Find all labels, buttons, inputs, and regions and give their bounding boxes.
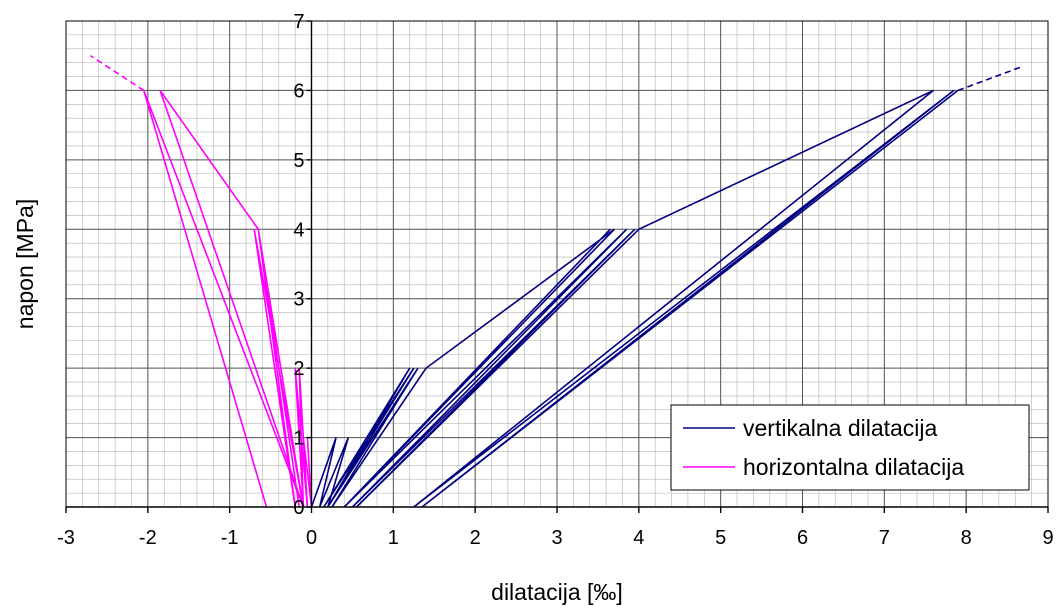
x-tick-label: -1: [221, 527, 239, 549]
x-tick-label: 6: [797, 527, 808, 549]
y-axis-label: napon [MPa]: [12, 199, 38, 329]
x-tick-label: 4: [633, 527, 644, 549]
y-axis: [65, 20, 1049, 513]
y-tick-label: 6: [293, 80, 304, 102]
x-axis-tick-labels: -3 -2 -1 0 1 2 3 4 5 6 7 8 9: [57, 527, 1053, 549]
series-layer: [90, 55, 1024, 508]
x-tick-label: 3: [551, 527, 562, 549]
legend: vertikalna dilatacija horizontalna dilat…: [670, 404, 1030, 491]
series-line-1: [142, 89, 313, 508]
x-tick-label: 0: [306, 527, 317, 549]
x-tick-label: 5: [715, 527, 726, 549]
series-extension-0: [957, 65, 1024, 92]
y-axis-tick-labels: 0 1 2 3 4 5 6 7: [293, 11, 304, 519]
x-tick-label: 9: [1042, 527, 1053, 549]
x-tick-label: -3: [57, 527, 75, 549]
y-tick-label: 5: [293, 150, 304, 172]
y-tick-label: 0: [293, 497, 304, 519]
x-tick-label: 8: [961, 527, 972, 549]
y-tick-label: 1: [293, 428, 304, 450]
series-extension-1: [90, 55, 145, 92]
x-tick-label: 1: [388, 527, 399, 549]
y-tick-label: 3: [293, 289, 304, 311]
y-tick-label: 7: [293, 11, 304, 33]
x-axis-label: dilatacija [‰]: [491, 579, 623, 605]
legend-box: [670, 404, 1030, 491]
x-tick-label: 7: [879, 527, 890, 549]
x-tick-label: -2: [139, 527, 157, 549]
y-tick-label: 4: [293, 219, 304, 241]
y-tick-label: 2: [293, 358, 304, 380]
x-tick-label: 2: [470, 527, 481, 549]
legend-label-vertikalna: vertikalna dilatacija: [743, 415, 938, 441]
legend-label-horizontalna: horizontalna dilatacija: [743, 454, 964, 480]
series-line-0: [310, 89, 959, 508]
